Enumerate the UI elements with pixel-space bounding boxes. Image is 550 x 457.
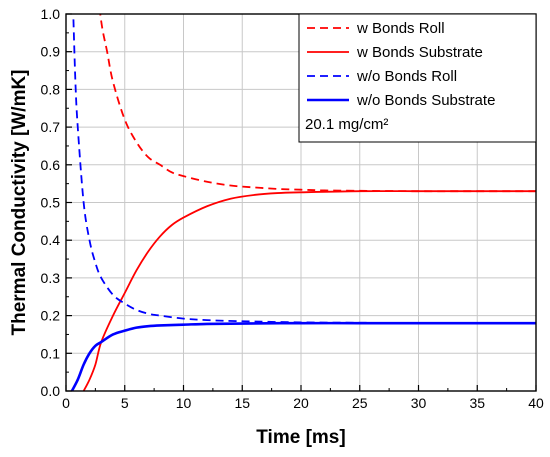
y-tick-label: 1.0 [41, 6, 61, 22]
x-tick-label: 25 [352, 395, 368, 411]
y-tick-label: 0.0 [41, 383, 61, 399]
legend-label-w-bonds-substrate: w Bonds Substrate [356, 44, 483, 61]
legend: w Bonds Roll w Bonds Substrate w/o Bonds R… [298, 13, 537, 143]
y-tick-label: 0.8 [41, 81, 61, 97]
y-tick-label: 0.2 [41, 308, 61, 324]
x-axis-title: Time [ms] [256, 427, 345, 448]
tick-layer: 0 5 10 15 20 25 30 35 40 0.0 0.1 0.2 0.3 0.4 0.5 0.6 0.7… [41, 6, 544, 411]
legend-annotation: 20.1 mg/cm² [305, 116, 388, 133]
y-axis-title: Thermal Conductivity [W/mK] [9, 69, 30, 335]
legend-items: w Bonds Roll w Bonds Substrate w/o Bonds R… [307, 20, 495, 109]
y-tick-label: 0.1 [41, 345, 61, 361]
y-tick-label: 0.6 [41, 157, 61, 173]
y-tick-label: 0.4 [41, 232, 61, 248]
x-tick-label: 30 [411, 395, 427, 411]
legend-box [298, 13, 537, 143]
series-line-w-bonds-roll [99, 14, 536, 193]
series-layer [70, 14, 536, 391]
y-tick-label: 0.9 [41, 44, 61, 60]
y-tick-label: 0.7 [41, 119, 61, 135]
y-tick-label: 0.3 [41, 270, 61, 286]
y-tick-label: 0.5 [41, 195, 61, 211]
x-tick-label: 40 [528, 395, 544, 411]
x-tick-label: 10 [176, 395, 192, 411]
legend-label-w-bonds-roll: w Bonds Roll [356, 20, 445, 37]
x-tick-label: 35 [469, 395, 485, 411]
x-tick-label: 0 [62, 395, 70, 411]
legend-label-w-o-bonds-substrate: w/o Bonds Substrate [356, 92, 495, 109]
legend-label-w-o-bonds-roll: w/o Bonds Roll [356, 68, 457, 85]
series-line-w-bonds-substrate [82, 190, 536, 391]
series-line-w-o-bonds-substrate [70, 321, 536, 391]
x-tick-label: 20 [293, 395, 309, 411]
x-tick-label: 5 [121, 395, 129, 411]
x-tick-label: 15 [234, 395, 250, 411]
